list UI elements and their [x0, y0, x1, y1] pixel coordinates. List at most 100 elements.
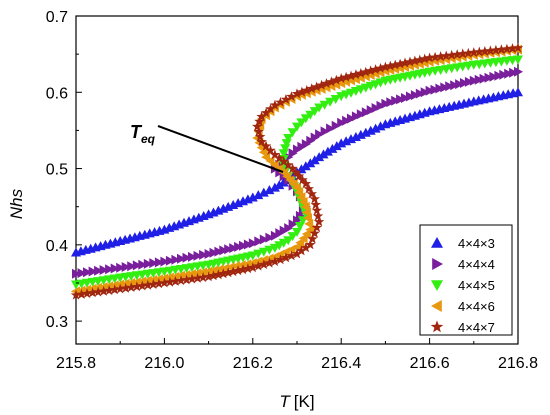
data-point-interp [131, 281, 142, 292]
data-point-interp [430, 84, 440, 95]
data-point-interp [274, 152, 285, 163]
data-point-interp [501, 43, 513, 54]
data-point-interp [254, 116, 265, 127]
axes: 215.8 216.0 216.2 216.4 216.6 216.8 0.3 0.4 0.5 0… [46, 9, 538, 372]
data-point-interp [399, 57, 411, 68]
data-point [203, 271, 214, 282]
data-point-interp [386, 97, 396, 108]
data-point-interp [435, 51, 446, 62]
data-point [283, 134, 294, 143]
data-point-interp [301, 229, 311, 239]
data-point-interp [120, 282, 131, 293]
data-point-interp [287, 232, 298, 242]
data-point [269, 99, 281, 110]
data-point-interp [312, 210, 324, 221]
data-point-interp [331, 74, 342, 85]
data-point-interp [452, 49, 463, 60]
data-point-interp [87, 287, 98, 298]
data-point-interp [394, 58, 406, 69]
data-point-interp [280, 252, 292, 263]
data-point-interp [286, 250, 297, 261]
data-point-interp [435, 83, 445, 94]
data-point-interp [310, 199, 321, 210]
data-point-interp [494, 70, 504, 81]
legend-label: 4×4×6 [458, 299, 495, 314]
data-point-interp [278, 156, 289, 167]
data-point-interp [309, 107, 320, 117]
data-point-interp [409, 55, 421, 66]
data-point-interp [294, 170, 305, 181]
data-point-interp [319, 100, 330, 110]
data-point-interp [326, 76, 337, 87]
data-point-interp [396, 94, 406, 105]
data-point [204, 249, 214, 259]
legend-marker [431, 237, 443, 248]
data-point [514, 66, 523, 77]
data-point-interp [265, 103, 276, 114]
data-point [313, 216, 325, 227]
data-point-interp [280, 144, 291, 154]
data-point-interp [489, 71, 499, 82]
data-point-interp [401, 93, 410, 103]
data-point-interp [181, 274, 192, 285]
data-point-interp [440, 50, 452, 61]
data-point-interp [275, 254, 286, 265]
x-tick-label: 215.8 [56, 355, 96, 372]
data-point [203, 266, 213, 277]
data-point [247, 262, 258, 273]
data-point-interp [188, 251, 197, 262]
data-point [314, 103, 325, 113]
data-point-interp [138, 259, 148, 270]
data-point-interp [264, 185, 275, 195]
data-point-interp [375, 62, 386, 73]
data-point [247, 192, 258, 202]
data-point-interp [110, 263, 120, 274]
data-point-interp [300, 242, 312, 253]
data-point [424, 52, 435, 63]
data-point-interp [127, 261, 137, 272]
legend: 4×4×3 4×4×4 4×4×5 4×4×6 4×4×7 [419, 224, 513, 336]
data-point [252, 121, 263, 132]
data-point-interp [415, 88, 425, 99]
data-point [278, 160, 289, 170]
data-point-interp [198, 267, 208, 278]
x-tick-label: 216.0 [144, 355, 184, 372]
data-point-interp [322, 146, 333, 156]
data-point-interp [499, 69, 509, 80]
data-point-interp [83, 267, 92, 278]
data-point-interp [177, 253, 186, 264]
data-point [287, 163, 298, 173]
data-point-interp [307, 233, 318, 244]
data-point-interp [258, 259, 270, 270]
data-point-interp [361, 107, 371, 118]
data-point [291, 88, 303, 99]
data-point-interp [265, 145, 276, 155]
data-point [256, 111, 267, 122]
data-point-interp [463, 47, 474, 58]
data-point-interp [149, 258, 159, 269]
data-point-interp [88, 266, 98, 277]
y-tick-label: 0.3 [46, 314, 68, 331]
data-point [300, 178, 312, 189]
x-tick-label: 216.4 [321, 355, 361, 372]
data-point-interp [390, 59, 401, 70]
data-point-interp [455, 79, 465, 90]
data-point-interp [265, 232, 275, 243]
data-point-interp [209, 247, 219, 258]
data-point-interp [309, 155, 320, 165]
data-point [247, 251, 258, 261]
data-point [160, 256, 170, 267]
data-point-interp [170, 276, 181, 286]
data-point-interp [243, 239, 253, 250]
data-point-interp [330, 95, 341, 104]
data-point [248, 238, 258, 249]
data-point-interp [92, 286, 104, 297]
data-point-interp [77, 268, 87, 279]
data-point-interp [301, 84, 313, 95]
data-point-interp [224, 244, 234, 255]
data-point-interp [306, 188, 317, 199]
data-point-interp [153, 278, 165, 289]
data-point-interp [164, 276, 176, 287]
data-markers [70, 42, 524, 300]
legend-marker [431, 280, 443, 291]
